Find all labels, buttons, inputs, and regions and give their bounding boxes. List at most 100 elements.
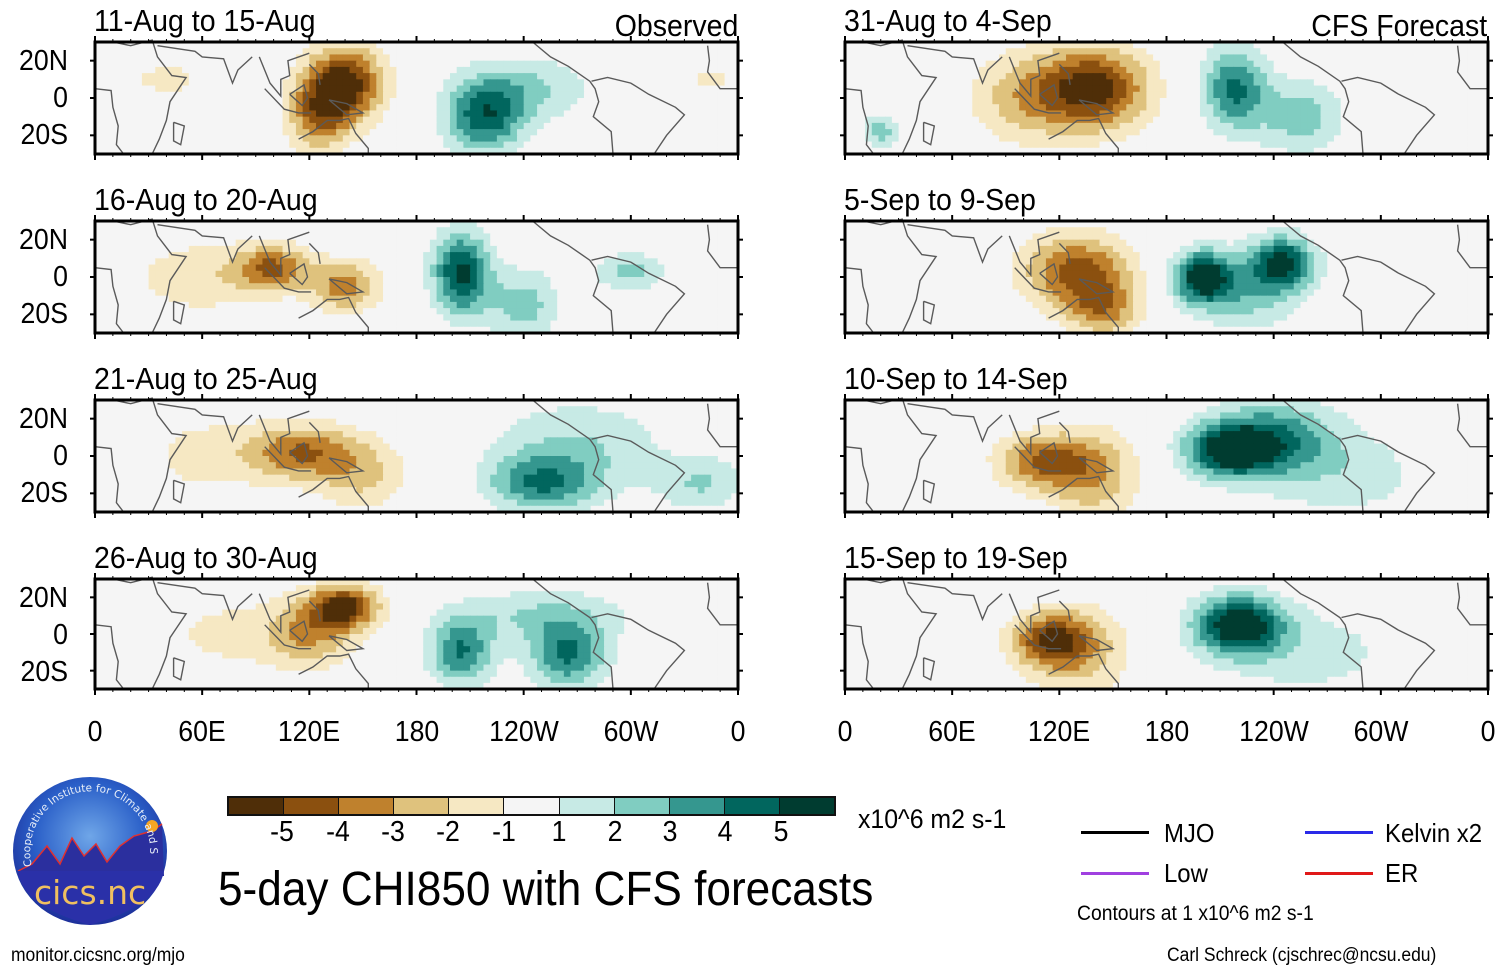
field-cell: [322, 264, 331, 272]
field-cell: [362, 456, 371, 463]
field-cell: [684, 110, 692, 118]
field-cell: [523, 98, 531, 105]
field-cell: [148, 480, 156, 488]
field-cell: [543, 239, 552, 247]
field-cell: [637, 147, 645, 155]
field-cell: [141, 431, 150, 438]
field-cell: [336, 308, 344, 315]
field-cell: [577, 400, 585, 407]
field-cell: [369, 431, 377, 438]
field-cell: [255, 443, 264, 451]
field-cell: [704, 73, 712, 80]
field-cell: [376, 66, 384, 74]
field-cell: [141, 122, 150, 130]
field-cell: [684, 54, 692, 62]
field-cell: [557, 270, 565, 278]
field-cell: [168, 314, 176, 322]
field-cell: [583, 252, 592, 259]
field-cell: [590, 239, 598, 247]
field-cell: [496, 449, 505, 457]
field-cell: [684, 437, 692, 445]
field-cell: [302, 98, 310, 105]
field-cell: [463, 314, 471, 322]
field-cell: [182, 295, 190, 303]
field-cell: [362, 424, 371, 432]
field-cell: [322, 73, 331, 80]
field-cell: [155, 449, 163, 457]
field-cell: [711, 283, 719, 291]
field-cell: [369, 406, 377, 414]
field-cell: [215, 289, 223, 297]
field-cell: [436, 424, 444, 432]
field-cell: [336, 54, 344, 62]
field-cell: [242, 314, 250, 322]
field-cell: [295, 406, 304, 414]
field-cell: [228, 283, 237, 291]
field-cell: [483, 116, 491, 124]
field-cell: [155, 270, 163, 278]
field-cell: [222, 135, 230, 143]
field-cell: [697, 135, 706, 143]
field-cell: [557, 412, 565, 420]
field-cell: [222, 221, 230, 228]
field-cell: [282, 400, 290, 407]
field-cell: [342, 412, 351, 420]
field-cell: [449, 320, 458, 328]
field-cell: [496, 48, 505, 56]
field-cell: [470, 283, 478, 291]
field-cell: [657, 474, 665, 482]
field-cell: [436, 122, 444, 130]
field-cell: [443, 314, 451, 322]
field-cell: [309, 135, 317, 143]
field-cell: [630, 221, 639, 228]
field-cell: [369, 326, 377, 334]
field-cell: [543, 456, 552, 463]
field-cell: [617, 270, 625, 278]
field-cell: [396, 85, 404, 93]
field-cell: [95, 141, 103, 149]
field-cell: [242, 54, 250, 62]
field-cell: [704, 147, 712, 155]
coastline: [532, 220, 614, 334]
field-cell: [128, 424, 136, 432]
field-cell: [228, 424, 237, 432]
field-cell: [704, 141, 712, 149]
field-cell: [590, 252, 598, 259]
field-cell: [108, 245, 116, 253]
field-cell: [148, 264, 156, 272]
field-cell: [503, 437, 511, 445]
coastline: [157, 45, 253, 86]
field-cell: [389, 400, 398, 407]
field-cell: [657, 245, 665, 253]
field-cell: [543, 320, 552, 328]
field-cell: [262, 301, 270, 309]
field-cell: [691, 245, 699, 253]
field-cell: [121, 289, 130, 297]
field-cell: [610, 227, 619, 235]
field-cell: [650, 474, 659, 482]
field-cell: [523, 456, 531, 463]
field-cell: [208, 66, 217, 74]
field-cell: [322, 295, 331, 303]
field-cell: [295, 54, 304, 62]
field-cell: [503, 233, 511, 241]
field-cell: [684, 468, 692, 476]
field-cell: [583, 326, 592, 334]
field-cell: [510, 295, 518, 303]
field-cell: [115, 233, 123, 241]
field-cell: [416, 98, 424, 105]
field-cell: [336, 60, 344, 68]
field-cell: [456, 239, 464, 247]
field-cell: [356, 233, 364, 241]
field-cell: [262, 233, 270, 241]
field-cell: [416, 42, 424, 49]
field-cell: [449, 301, 458, 309]
field-cell: [510, 283, 518, 291]
field-cell: [577, 221, 585, 228]
field-cell: [416, 110, 424, 118]
field-cell: [476, 48, 485, 56]
field-cell: [403, 239, 411, 247]
field-cell: [470, 412, 478, 420]
field-cell: [235, 295, 243, 303]
field-cell: [717, 437, 726, 445]
